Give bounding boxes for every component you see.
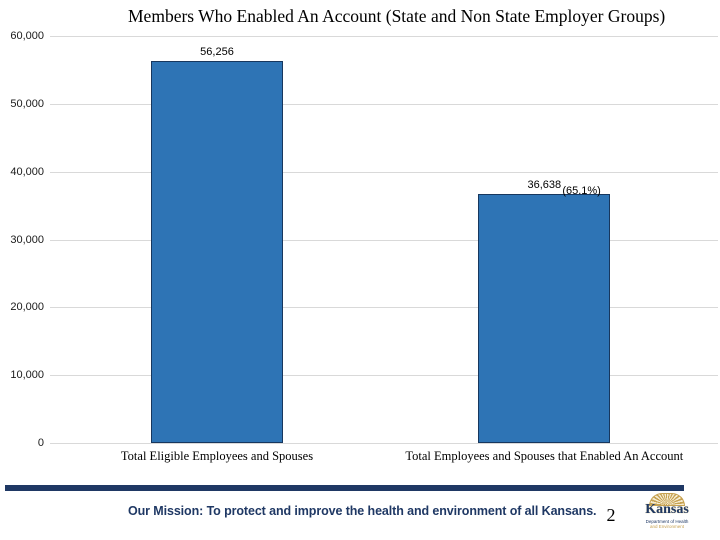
gridline — [50, 375, 718, 377]
gridline — [50, 307, 718, 309]
y-axis-tick-label: 40,000 — [10, 165, 44, 178]
logo-subtext-line2: and Environment — [649, 524, 685, 529]
footer-divider-bar — [5, 485, 684, 491]
bar — [478, 194, 611, 443]
y-axis-tick-label: 60,000 — [10, 30, 44, 42]
mission-statement: Our Mission: To protect and improve the … — [128, 504, 597, 518]
gridline — [50, 239, 718, 241]
page-number: 2 — [606, 505, 616, 525]
kdhe-logo: Kansas Department of Health and Environm… — [639, 493, 695, 535]
x-axis-category-label: Total Eligible Employees and Spouses — [120, 449, 314, 463]
gridline — [50, 36, 718, 37]
logo-subtext-line1: Department of Health — [645, 519, 689, 524]
x-axis-category-label: Total Employees and Spouses that Enabled… — [405, 449, 684, 463]
bar-data-label: 56,256 — [200, 46, 234, 59]
bar-data-label: 36,638 — [527, 179, 562, 192]
gridline — [50, 171, 718, 173]
y-axis-tick-label: 50,000 — [10, 97, 44, 110]
y-axis-tick-label: 10,000 — [10, 369, 44, 382]
y-axis-tick-label: 0 — [37, 437, 44, 449]
bar — [151, 61, 283, 443]
gridline — [50, 103, 718, 105]
gridline — [50, 443, 718, 444]
logo-kansas-text: Kansas — [645, 502, 689, 517]
y-axis-tick-label: 30,000 — [10, 233, 44, 246]
bar-annotation-label: (65.1%) — [562, 185, 601, 198]
y-axis-tick-label: 20,000 — [10, 301, 44, 314]
chart-title: Members Who Enabled An Account (State an… — [128, 6, 666, 26]
